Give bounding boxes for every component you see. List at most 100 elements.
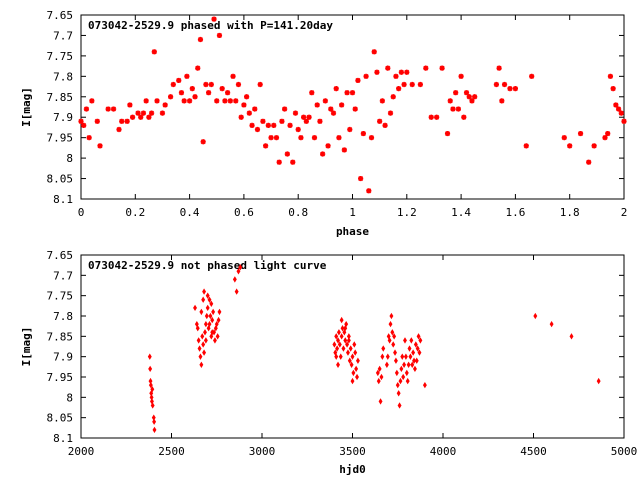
data-point [352, 341, 357, 348]
data-point [208, 81, 214, 88]
data-point [396, 86, 402, 92]
data-point [344, 90, 350, 96]
data-point [211, 16, 217, 22]
data-point [116, 126, 122, 133]
data-point [146, 114, 152, 120]
y-tick-label: 8 [66, 391, 73, 404]
data-point [184, 73, 190, 79]
data-point [399, 365, 404, 373]
data-point [375, 369, 380, 377]
data-point [336, 337, 340, 344]
data-point [348, 345, 353, 352]
data-point [200, 333, 205, 340]
x-tick-label: 0.2 [125, 206, 145, 219]
x-tick-label: 5000 [611, 445, 638, 458]
data-point [353, 349, 358, 356]
data-point [340, 325, 345, 332]
x-tick-label: 1 [349, 206, 356, 219]
data-point [138, 114, 144, 120]
data-point [385, 353, 390, 360]
x-tick-label: 2 [621, 206, 628, 219]
data-point [325, 143, 331, 149]
data-point [192, 94, 198, 100]
data-point [306, 114, 312, 120]
data-point [200, 139, 206, 145]
data-point [388, 320, 393, 328]
data-point [387, 337, 392, 344]
data-point [215, 333, 220, 340]
data-point [396, 390, 401, 397]
data-point [378, 398, 383, 405]
data-point [387, 110, 394, 116]
data-point [416, 333, 421, 340]
data-point [444, 130, 451, 137]
plot-frame [80, 14, 625, 200]
data-point [205, 292, 210, 299]
data-point [398, 377, 403, 385]
data-point [204, 312, 209, 320]
data-point [148, 110, 155, 116]
y-tick-label: 7.65 [47, 9, 74, 22]
data-point [225, 90, 231, 96]
data-point [409, 81, 415, 88]
data-point [499, 98, 505, 104]
data-point [197, 345, 202, 352]
data-point [170, 81, 176, 88]
data-point [463, 90, 470, 96]
data-point [176, 77, 182, 84]
data-point [374, 69, 380, 75]
data-point [412, 365, 417, 373]
data-point [81, 122, 87, 128]
data-point [207, 296, 212, 303]
data-point [203, 329, 207, 336]
data-point [529, 73, 535, 79]
data-point [197, 36, 204, 43]
data-point [201, 341, 206, 348]
data-point [394, 369, 399, 377]
data-point [343, 325, 348, 332]
data-point [380, 353, 385, 360]
data-point [246, 110, 252, 116]
data-point [337, 341, 342, 348]
data-point [238, 264, 243, 271]
data-point [393, 73, 399, 79]
data-point [341, 345, 346, 352]
data-point [152, 426, 157, 434]
data-point [339, 316, 344, 324]
data-point [189, 86, 195, 92]
data-point [455, 106, 461, 112]
data-point [355, 373, 359, 381]
data-point [411, 349, 416, 356]
y-tick-label: 7.95 [47, 132, 74, 145]
data-point [360, 130, 366, 137]
data-point [127, 102, 133, 108]
data-point [341, 147, 347, 153]
data-point [596, 377, 601, 385]
data-point [181, 98, 187, 104]
y-tick-label: 7.7 [53, 269, 73, 282]
y-axis-label: I[mag] [20, 327, 33, 367]
data-point [569, 333, 574, 340]
data-point [232, 276, 237, 283]
data-point [621, 118, 627, 124]
data-point [298, 135, 304, 141]
data-point [447, 98, 453, 104]
data-point [203, 337, 208, 344]
data-point [423, 65, 429, 71]
y-tick-label: 7.8 [53, 310, 73, 323]
data-point [351, 369, 356, 377]
data-point [453, 90, 459, 96]
data-point [334, 333, 339, 340]
data-point [391, 341, 396, 348]
y-tick-label: 7.75 [47, 290, 74, 303]
data-point [202, 288, 207, 295]
data-point [314, 102, 320, 108]
y-tick-label: 7.85 [47, 330, 74, 343]
data-point [105, 106, 111, 112]
data-point [549, 320, 554, 328]
data-point [355, 357, 360, 364]
x-tick-label: 4500 [520, 445, 547, 458]
data-point [205, 304, 210, 312]
data-point [208, 312, 213, 320]
